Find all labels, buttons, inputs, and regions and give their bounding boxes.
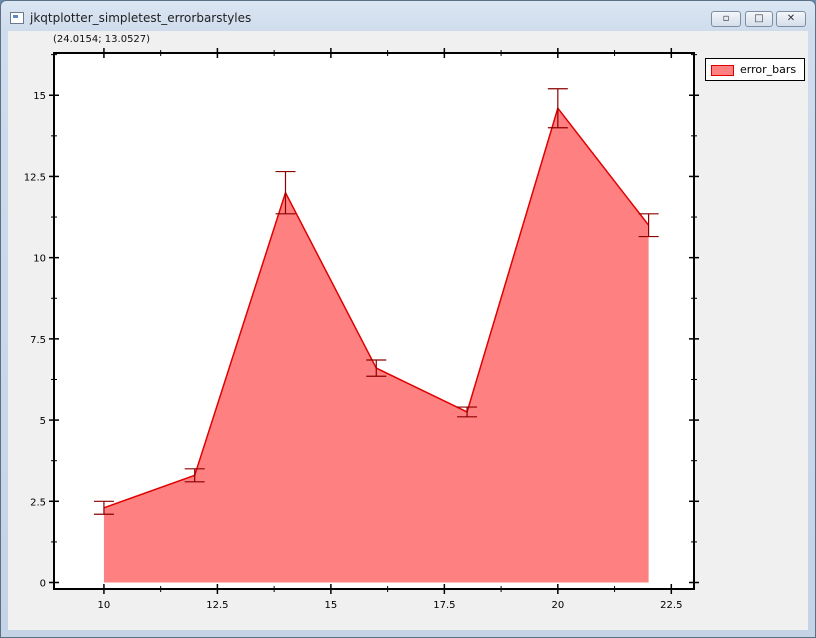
error-bar [184,468,205,483]
y-tick-label: 0 [40,579,46,590]
minimize-icon: ▫ [722,13,730,24]
legend: error_bars [705,58,805,81]
y-tick-label: 10 [33,254,46,265]
chart[interactable]: 10 12.5 15 17.5 20 22.5 0 2.5 5 7.5 10 12.5 15 [8,31,808,630]
error-bar [457,406,478,418]
x-tick-label: 17.5 [433,600,455,611]
app-icon [10,12,24,24]
x-tick-label: 20 [551,600,564,611]
y-tick-label: 5 [40,416,46,427]
error-bar [275,170,296,215]
cursor-readout: (24.0154; 13.0527) [53,34,151,45]
plot-frame [53,52,695,590]
y-tick-label: 15 [33,91,46,102]
error-bar [547,88,568,129]
x-tick-label: 12.5 [206,600,228,611]
error-bar [638,213,659,238]
y-tick-label: 12.5 [24,172,46,183]
close-button[interactable]: ✕ [776,11,806,27]
window-title: jkqtplotter_simpletest_errorbarstyles [30,11,252,25]
error-bar [366,359,387,377]
legend-swatch [711,65,734,76]
area-fill [103,108,649,583]
legend-label: error_bars [740,63,797,76]
minimize-button[interactable]: ▫ [711,11,741,27]
x-tick-label: 15 [325,600,338,611]
plot-area[interactable]: (24.0154; 13.0527) 10 12.5 15 17.5 20 22.5 0 2.… [8,31,808,630]
title-bar[interactable]: jkqtplotter_simpletest_errorbarstyles ▫ … [1,1,815,31]
maximize-button[interactable]: □ [745,11,773,27]
x-tick-label: 22.5 [660,600,682,611]
maximize-icon: □ [754,13,764,24]
error-bar [93,500,114,515]
y-tick-label: 2.5 [30,497,46,508]
close-icon: ✕ [786,13,796,24]
x-tick-label: 10 [98,600,111,611]
y-tick-label: 7.5 [30,335,46,346]
